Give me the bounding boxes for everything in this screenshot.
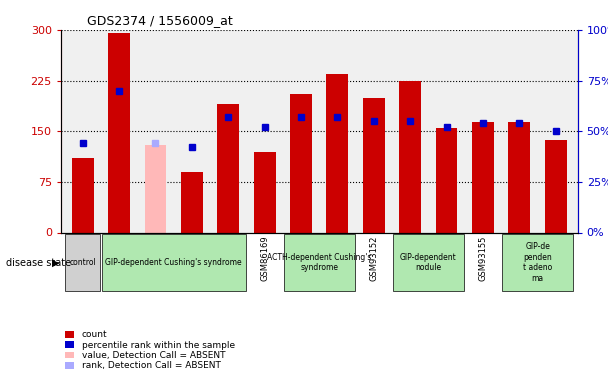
Bar (181, 172, 202, 232)
Text: disease state: disease state (6, 258, 71, 267)
Bar (217, 104, 239, 232)
Bar (326, 74, 348, 232)
Bar (363, 98, 385, 232)
Bar (472, 123, 494, 232)
FancyBboxPatch shape (393, 234, 464, 291)
FancyBboxPatch shape (283, 234, 355, 291)
Text: GDS2374 / 1556009_at: GDS2374 / 1556009_at (87, 15, 232, 27)
Bar (436, 128, 457, 232)
Bar (72, 158, 94, 232)
Bar (508, 123, 530, 232)
Text: ACTH-dependent Cushing's
syndrome: ACTH-dependent Cushing's syndrome (267, 253, 371, 272)
Text: GIP-de
penden
t adeno
ma: GIP-de penden t adeno ma (523, 242, 552, 283)
Text: ▶: ▶ (52, 258, 59, 267)
Bar (108, 33, 130, 232)
Bar (254, 152, 275, 232)
FancyBboxPatch shape (502, 234, 573, 291)
Text: control: control (69, 258, 96, 267)
FancyBboxPatch shape (65, 234, 100, 291)
Text: GIP-dependent
nodule: GIP-dependent nodule (400, 253, 457, 272)
Bar (399, 81, 421, 232)
Text: GIP-dependent Cushing's syndrome: GIP-dependent Cushing's syndrome (105, 258, 242, 267)
Bar (290, 94, 312, 232)
Bar (545, 140, 567, 232)
Bar (145, 145, 167, 232)
Legend: count, percentile rank within the sample, value, Detection Call = ABSENT, rank, : count, percentile rank within the sample… (65, 330, 235, 370)
FancyBboxPatch shape (102, 234, 246, 291)
